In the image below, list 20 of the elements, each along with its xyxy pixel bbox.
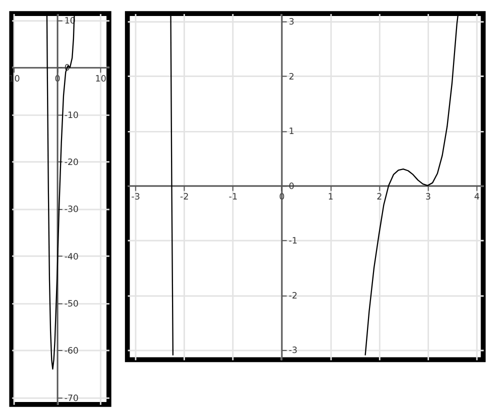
x-tick-label: -3 xyxy=(131,192,140,203)
y-tick-label: -30 xyxy=(64,205,79,216)
y-tick-label: -1 xyxy=(288,236,298,247)
y-tick-label: -10 xyxy=(64,110,79,121)
x-tick-label: 4 xyxy=(474,192,480,203)
x-tick-label: 2 xyxy=(376,192,382,203)
y-tick-label: -70 xyxy=(64,394,79,404)
y-tick-label: 3 xyxy=(288,18,294,28)
y-tick-label: -60 xyxy=(64,346,79,357)
y-tick-label: -50 xyxy=(64,299,79,310)
y-tick-label: -3 xyxy=(288,346,298,356)
y-tick-label: -20 xyxy=(64,158,79,168)
y-tick-label: 1 xyxy=(288,127,294,138)
y-tick-label: -2 xyxy=(288,291,298,302)
x-tick-label: -1 xyxy=(228,192,238,203)
x-tick-label: 1 xyxy=(328,192,334,203)
x-tick-label: 10 xyxy=(95,74,106,84)
x-tick-label: 3 xyxy=(425,192,431,203)
y-tick-label: -40 xyxy=(64,252,79,262)
x-tick-label: -2 xyxy=(180,192,189,203)
